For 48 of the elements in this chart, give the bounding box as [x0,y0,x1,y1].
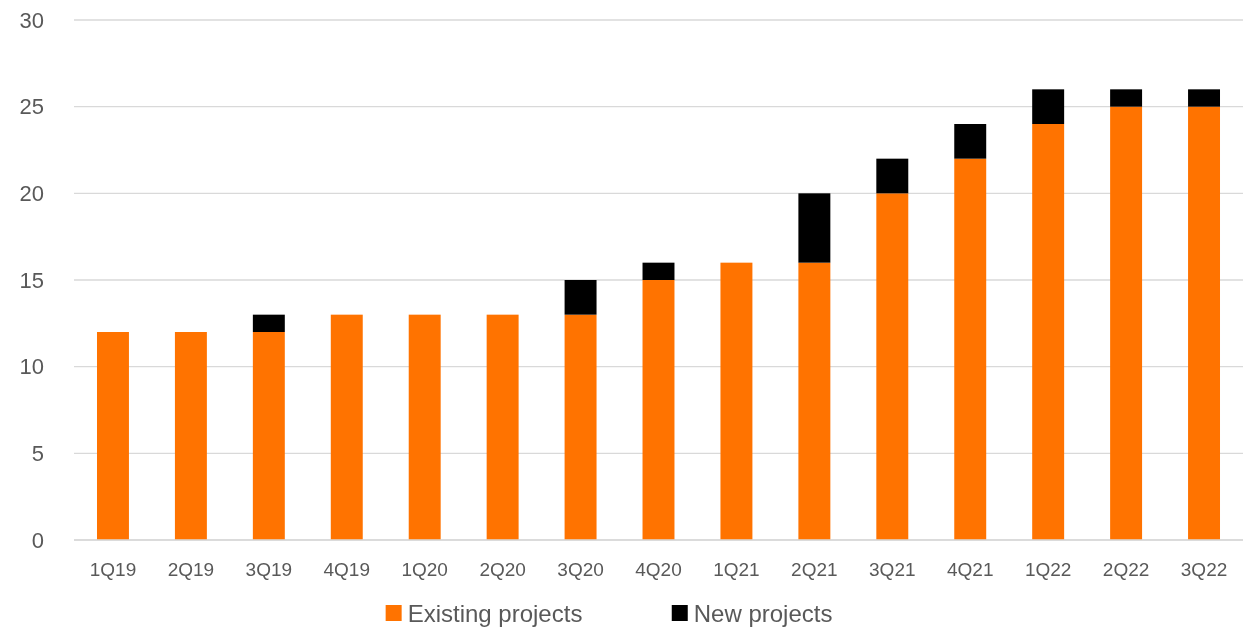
x-tick-label: 3Q21 [869,559,916,580]
x-tick-label: 1Q19 [89,559,137,580]
x-tick-label: 1Q20 [401,559,448,580]
bar [252,314,285,332]
x-tick-label: 3Q20 [557,559,604,580]
x-tick-label: 3Q19 [245,559,293,580]
bar [1032,89,1065,124]
bar [876,193,909,540]
bar [1110,106,1143,540]
x-tick-label: 3Q22 [1180,559,1228,580]
bar [876,158,909,194]
x-tick-label: 1Q21 [713,559,760,580]
bar [174,332,207,540]
bar [564,280,597,315]
x-tick-label: 2Q20 [479,559,526,580]
bar [798,193,831,263]
y-tick-label: 10 [19,354,44,380]
y-tick-label: 5 [31,441,44,467]
bar [252,332,285,540]
y-tick-label: 15 [19,267,44,293]
bar [720,262,753,540]
bar [798,262,831,540]
y-tick-label: 0 [31,527,44,553]
bar [1110,89,1143,107]
bar [1188,106,1221,540]
bar [642,280,675,540]
legend-label: Existing projects [407,600,583,627]
x-tick-label: 2Q19 [167,559,215,580]
bar [642,262,675,280]
x-tick-label: 4Q19 [323,559,371,580]
bar [96,332,129,540]
bar [486,314,519,540]
bar [1032,124,1065,540]
bar [954,158,987,540]
x-tick-label: 2Q22 [1102,559,1150,580]
bar [408,314,441,540]
bar [564,314,597,540]
x-tick-label: 2Q21 [791,559,838,580]
y-tick-label: 20 [19,181,44,207]
x-tick-label: 4Q20 [635,559,682,580]
y-tick-label: 25 [19,94,44,120]
x-tick-label: 1Q22 [1024,559,1072,580]
bar [330,314,363,540]
x-tick-label: 4Q21 [946,559,994,580]
bar [954,124,987,159]
bar [1188,89,1221,107]
legend-label: New projects [693,600,833,627]
y-tick-label: 30 [19,7,44,33]
